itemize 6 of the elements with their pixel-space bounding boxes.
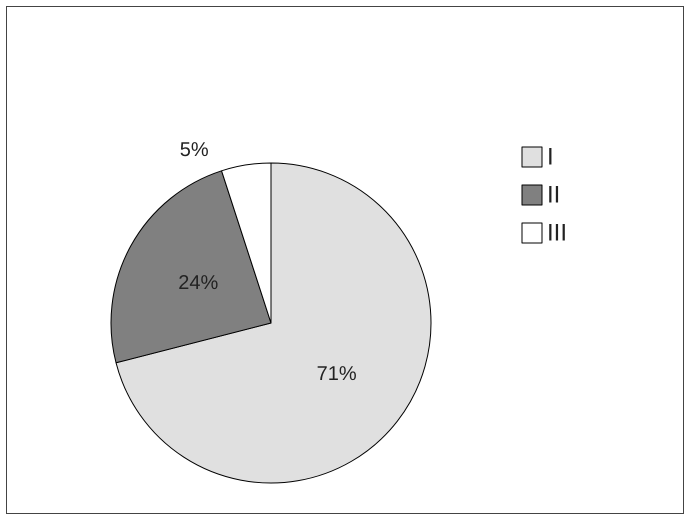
legend-label: III	[546, 220, 568, 246]
data-label: 24%	[178, 272, 218, 294]
data-label: 5%	[180, 139, 209, 162]
legend-label: II	[546, 182, 560, 208]
legend-label: I	[546, 144, 554, 170]
data-label: 71%	[316, 362, 357, 385]
